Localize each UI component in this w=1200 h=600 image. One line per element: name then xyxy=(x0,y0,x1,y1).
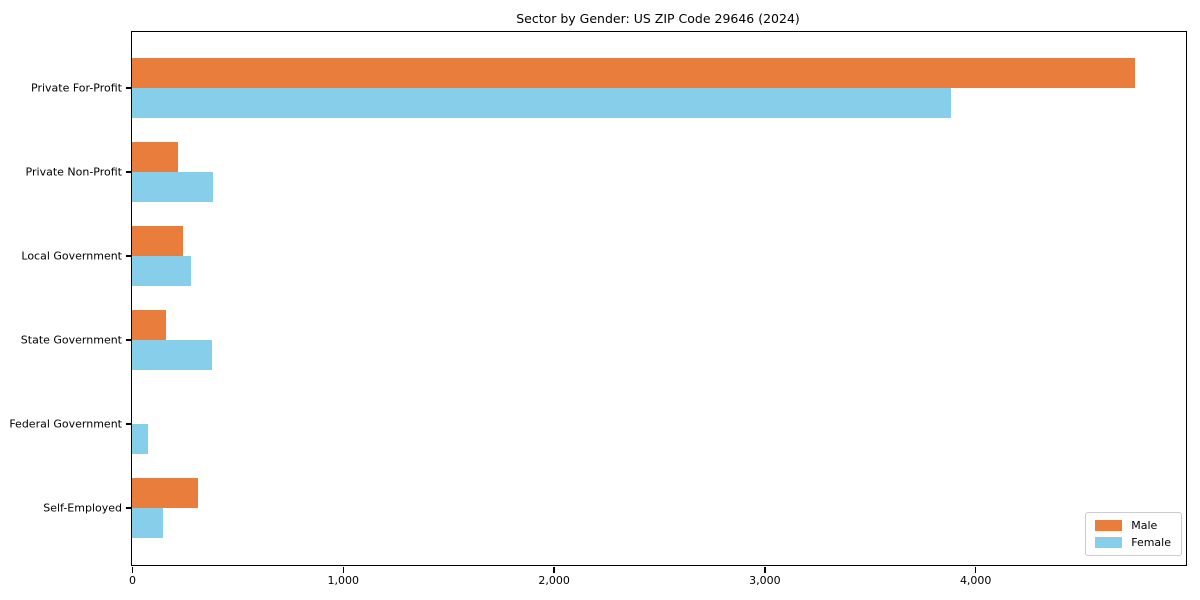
bar-female xyxy=(132,87,951,118)
xtick-label: 3,000 xyxy=(749,574,781,587)
xtick-mark xyxy=(553,567,555,573)
xtick-label: 4,000 xyxy=(959,574,992,587)
ytick-label: Private For-Profit xyxy=(31,81,122,95)
legend-label-female: Female xyxy=(1131,536,1171,549)
xtick-mark xyxy=(131,567,134,573)
legend: Male Female xyxy=(1085,512,1182,556)
ytick-mark xyxy=(125,423,131,425)
bar-female xyxy=(132,423,149,454)
xtick-mark xyxy=(342,567,345,573)
ytick-mark xyxy=(125,507,131,509)
ytick-label: Federal Government xyxy=(9,417,122,431)
bar-male xyxy=(132,57,1136,88)
ytick-mark xyxy=(125,339,131,341)
plot-area: Male Female xyxy=(131,31,1187,566)
bar-male xyxy=(132,141,179,172)
ytick-mark xyxy=(125,87,131,89)
bar-female xyxy=(132,507,163,538)
ytick-label: Local Government xyxy=(21,249,122,263)
legend-item-female: Female xyxy=(1095,537,1171,548)
ytick-label: Private Non-Profit xyxy=(25,165,122,179)
bar-male xyxy=(132,225,183,256)
xtick-mark xyxy=(764,567,766,573)
bar-female xyxy=(132,171,214,202)
female-swatch-icon xyxy=(1095,537,1123,548)
bar-female xyxy=(132,255,191,286)
xtick-label: 2,000 xyxy=(538,574,570,587)
bar-male xyxy=(132,477,199,508)
male-swatch-icon xyxy=(1095,520,1123,531)
chart-title: Sector by Gender: US ZIP Code 29646 (202… xyxy=(516,11,800,26)
bar-male xyxy=(132,309,166,340)
bar-female xyxy=(132,339,213,370)
ytick-label: Self-Employed xyxy=(43,501,122,515)
ytick-mark xyxy=(125,171,131,173)
ytick-label: State Government xyxy=(20,333,122,347)
xtick-label: 1,000 xyxy=(327,574,360,587)
ytick-mark xyxy=(125,255,131,257)
legend-label-male: Male xyxy=(1131,519,1158,532)
xtick-mark xyxy=(974,567,977,573)
xtick-label: 0 xyxy=(129,574,136,587)
legend-item-male: Male xyxy=(1095,520,1171,531)
